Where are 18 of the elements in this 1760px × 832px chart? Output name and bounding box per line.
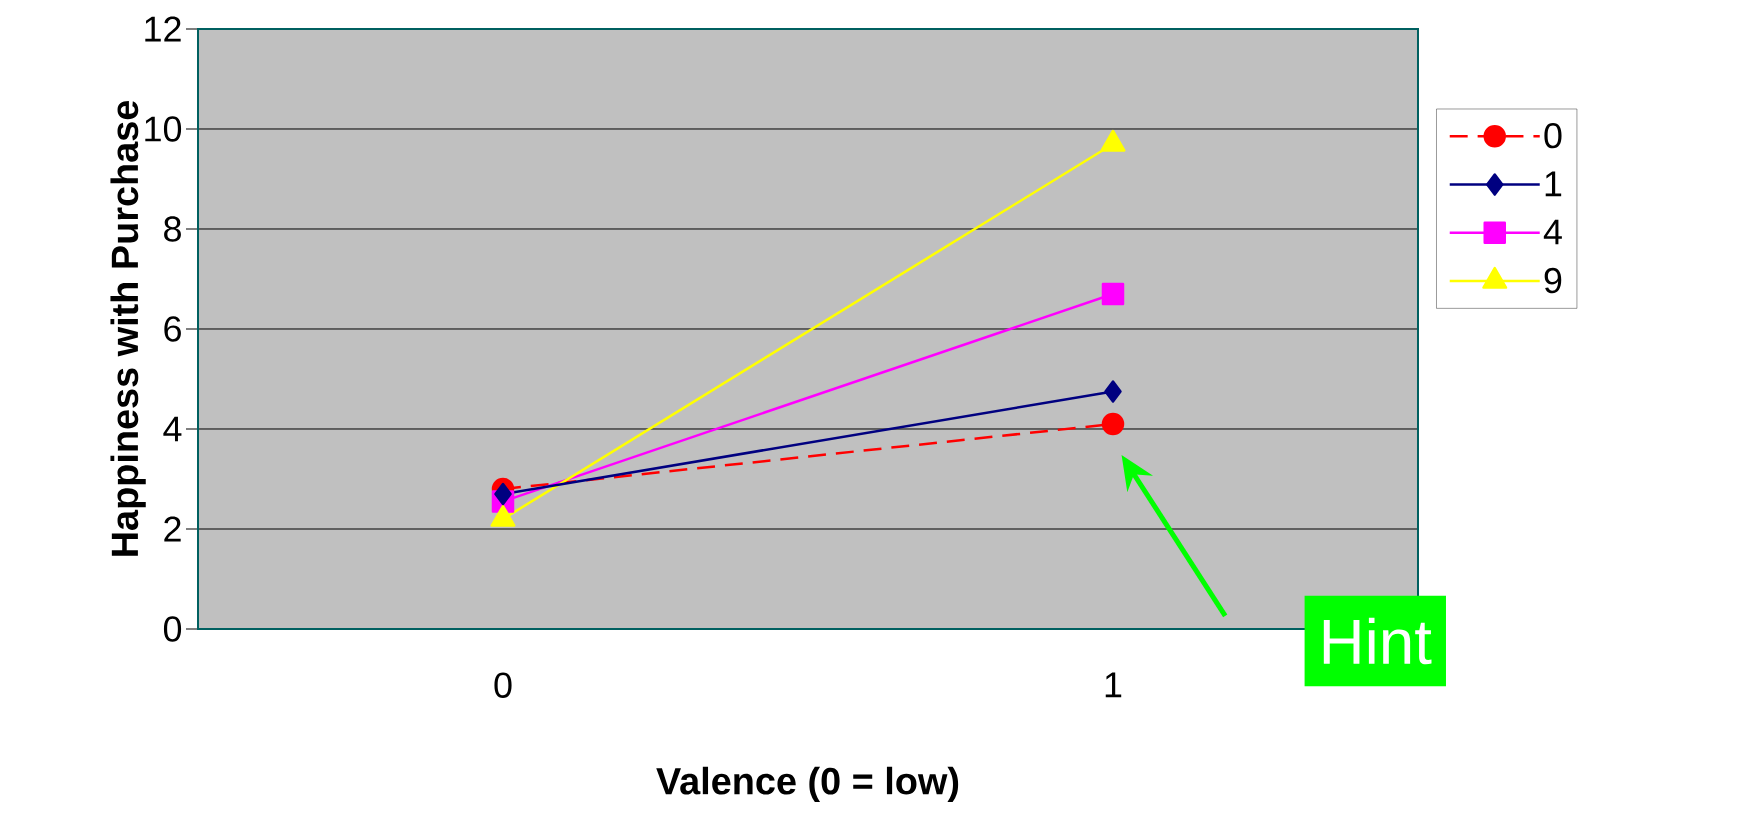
legend-label: 0 (1544, 123, 1562, 149)
point (1101, 282, 1125, 306)
y-axis-title: Happiness with Purchase (110, 100, 146, 556)
y-tick-label: 0 (163, 616, 182, 642)
y-tick-label: 12 (145, 16, 181, 42)
legend-label: 4 (1543, 219, 1562, 245)
y-tick-label: 8 (164, 216, 181, 242)
legend-label: 1 (1545, 171, 1562, 197)
point (494, 482, 512, 506)
y-tick-label: 10 (145, 116, 182, 142)
x-axis-title: Valence (0 = low) (656, 766, 959, 803)
y-tick-label: 4 (163, 416, 182, 442)
annotation: Hint (1323, 617, 1432, 665)
point (1104, 380, 1122, 403)
point (1101, 412, 1125, 436)
y-tick-label: 2 (164, 516, 181, 542)
y-tick-label: 6 (164, 316, 181, 342)
legend-label: 9 (1544, 267, 1562, 294)
